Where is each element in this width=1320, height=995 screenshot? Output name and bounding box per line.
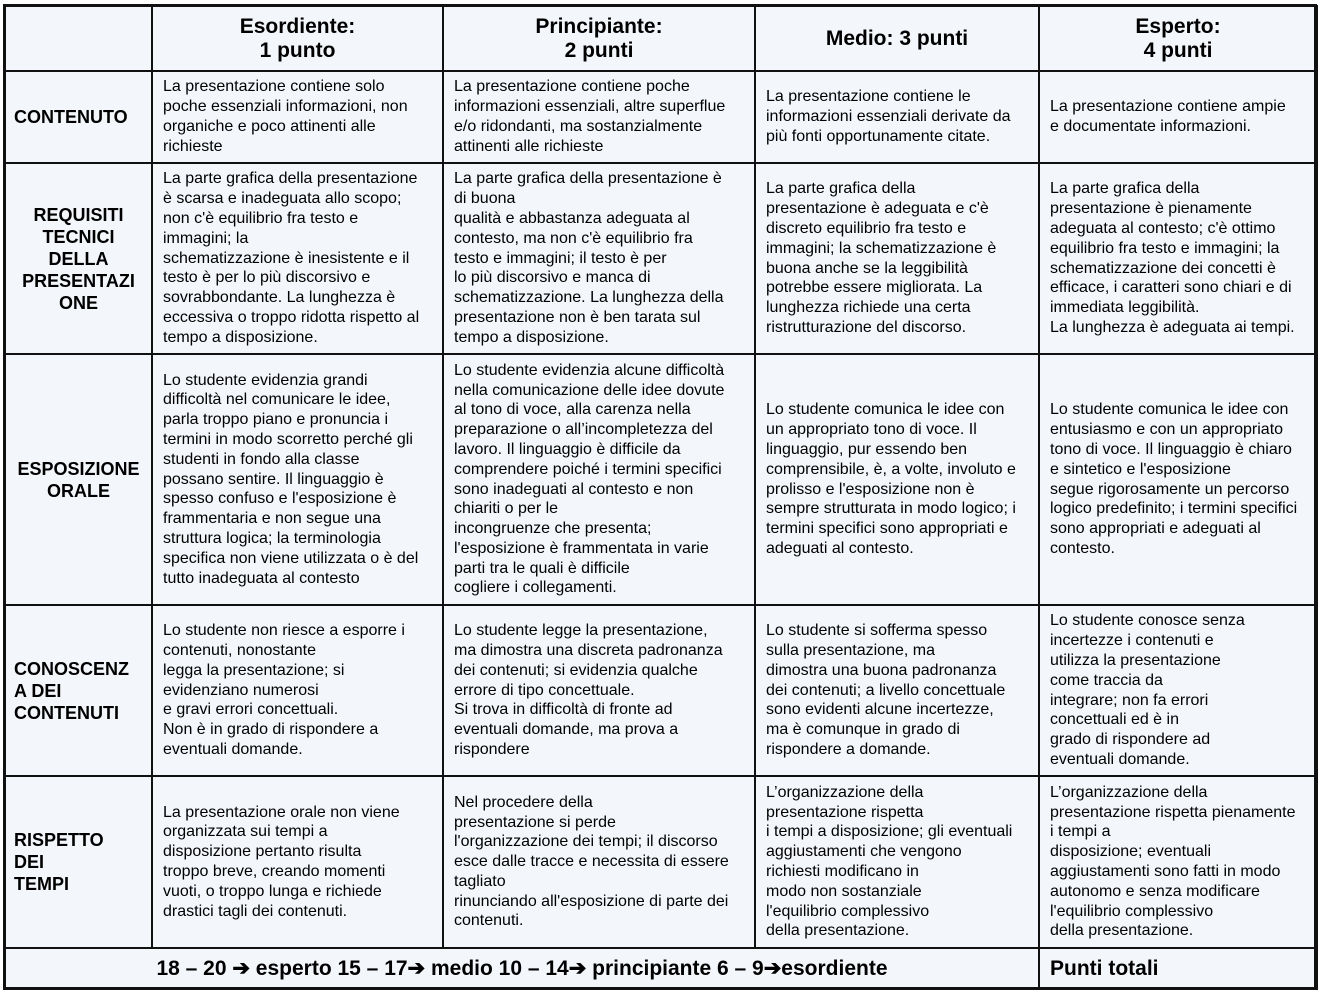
rubric-cell: Lo studente non riesce a esporre i conte… (151, 604, 444, 777)
level-principiante: Principiante: 2 punti (442, 5, 756, 72)
rubric-cell: Lo studente comunica le idee con un appr… (754, 353, 1040, 606)
rubric-cell: La parte grafica della presentazione è d… (442, 162, 756, 355)
table-row: CONTENUTO La presentazione contiene solo… (4, 70, 1318, 164)
rubric-cell: Lo studente legge la presentazione, ma d… (442, 604, 756, 777)
rubric-cell: La presentazione contiene le informazion… (754, 70, 1040, 164)
rubric-cell: Lo studente si sofferma spesso sulla pre… (754, 604, 1040, 777)
header-row: Esordiente: 1 punto Principiante: 2 punt… (4, 5, 1318, 72)
rubric-cell: La presentazione orale non viene organiz… (151, 775, 444, 949)
table-row: CONOSCENZ A DEI CONTENUTI Lo studente no… (4, 604, 1318, 777)
level-esperto: Esperto: 4 punti (1038, 5, 1318, 72)
level-esordiente: Esordiente: 1 punto (151, 5, 444, 72)
rubric-cell: L’organizzazione della presentazione ris… (754, 775, 1040, 949)
rubric-table: Esordiente: 1 punto Principiante: 2 punt… (4, 5, 1318, 990)
criterion-label: CONTENUTO (4, 70, 153, 164)
rubric-cell: La parte grafica della presentazione è s… (151, 162, 444, 355)
rubric-cell: La presentazione contiene ampie e docume… (1038, 70, 1318, 164)
rubric-cell: L’organizzazione della presentazione ris… (1038, 775, 1318, 949)
rubric-cell: Nel procedere della presentazione si per… (442, 775, 756, 949)
corner-cell (4, 5, 153, 72)
level-medio: Medio: 3 punti (754, 5, 1040, 72)
rubric-cell: La presentazione contiene poche informaz… (442, 70, 756, 164)
table-row: RISPETTO DEI TEMPI La presentazione oral… (4, 775, 1318, 949)
criterion-label: RISPETTO DEI TEMPI (4, 775, 153, 949)
criterion-label: REQUISITI TECNICI DELLA PRESENTAZI ONE (4, 162, 153, 355)
rubric-cell: Lo studente conosce senza incertezze i c… (1038, 604, 1318, 777)
table-row: REQUISITI TECNICI DELLA PRESENTAZI ONE L… (4, 162, 1318, 355)
rubric-cell: La presentazione contiene solo poche ess… (151, 70, 444, 164)
rubric-cell: Lo studente comunica le idee con entusia… (1038, 353, 1318, 606)
footer-row: 18 – 20 ➔ esperto 15 – 17➔ medio 10 – 14… (4, 947, 1318, 990)
score-scale: 18 – 20 ➔ esperto 15 – 17➔ medio 10 – 14… (4, 947, 1040, 990)
rubric-cell: Lo studente evidenzia grandi difficoltà … (151, 353, 444, 606)
rubric-cell: La parte grafica della presentazione è p… (1038, 162, 1318, 355)
table-row: ESPOSIZIONE ORALE Lo studente evidenzia … (4, 353, 1318, 606)
rubric-cell: Lo studente evidenzia alcune difficoltà … (442, 353, 756, 606)
criterion-label: ESPOSIZIONE ORALE (4, 353, 153, 606)
total-points-label: Punti totali (1038, 947, 1318, 990)
criterion-label: CONOSCENZ A DEI CONTENUTI (4, 604, 153, 777)
rubric-cell: La parte grafica della presentazione è a… (754, 162, 1040, 355)
